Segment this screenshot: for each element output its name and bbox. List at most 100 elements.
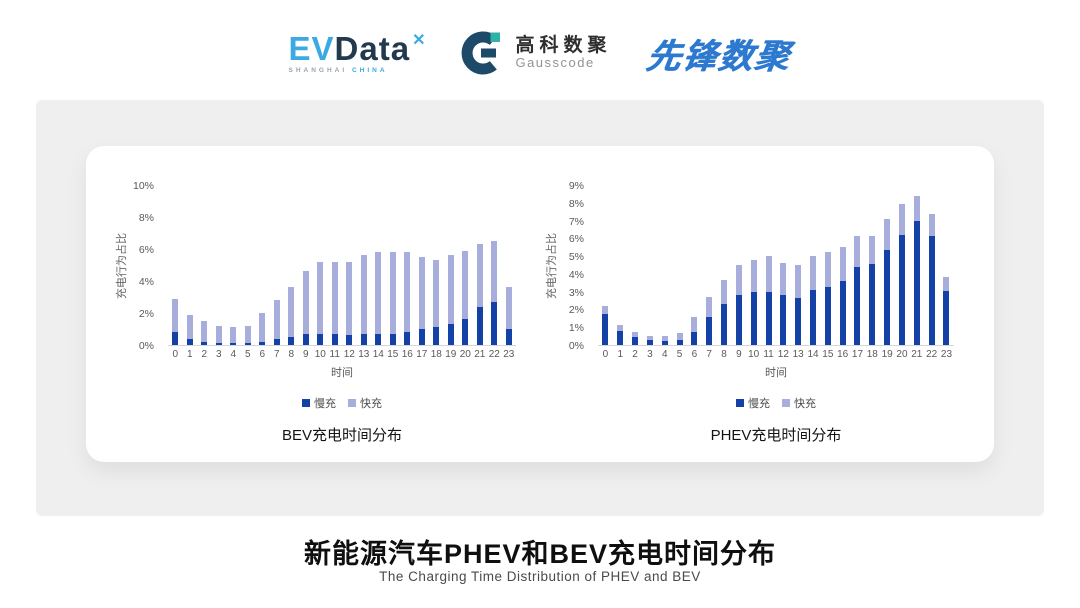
stacked-bar	[491, 241, 498, 345]
bar-segment-slow	[661, 340, 668, 345]
bar-segment-slow	[913, 220, 920, 345]
bar-slot	[168, 186, 183, 345]
bar-slot	[628, 186, 643, 345]
stacked-bar	[331, 261, 338, 345]
evdata-wordmark: EVData ✕	[289, 29, 426, 67]
stacked-bar	[646, 336, 653, 345]
bar-segment-fast	[186, 314, 193, 339]
x-tick-label: 11	[763, 349, 774, 360]
stacked-bar	[721, 280, 728, 345]
bar-segment-slow	[418, 329, 425, 345]
bar-slot	[880, 186, 895, 345]
bar-segment-fast	[691, 316, 698, 332]
x-tick-label: 22	[488, 349, 500, 360]
bev-chart: 充电行为占比 0% 2% 4% 6% 8% 10% 0 1 2 3 4 5 6 7 8 9 10 11 12 13 1…	[116, 180, 517, 445]
legend-item: 慢充	[302, 395, 336, 411]
stacked-bar	[317, 261, 324, 345]
gausscode-cn-label: 高科数聚	[515, 34, 612, 56]
evdata-subtext: SHANGHAI CHINA	[289, 67, 425, 75]
stacked-bar	[418, 257, 425, 345]
legend-label: 快充	[360, 398, 382, 410]
evdata-data-text: Data	[334, 29, 411, 67]
x-tick-label: 8	[288, 349, 295, 360]
bar-segment-slow	[795, 297, 802, 345]
bar-segment-fast	[259, 313, 266, 342]
stacked-bar	[201, 321, 208, 345]
x-tick-label: 9	[302, 349, 309, 360]
y-tick-label: 8%	[568, 197, 584, 210]
phev-chart: 充电行为占比 0% 1% 2% 3% 4% 5% 6% 7% 8% 9% 0 1 2 3 4 5 6 7 8 9 10…	[546, 180, 954, 445]
page-subtitle: The Charging Time Distribution of PHEV a…	[379, 569, 701, 584]
x-tick-label: 16	[401, 349, 413, 360]
bar-segment-slow	[646, 339, 653, 345]
stacked-bar	[735, 265, 742, 345]
x-tick-label: 1	[617, 349, 624, 360]
bar-segment-slow	[375, 333, 382, 345]
bar-segment-slow	[491, 301, 498, 345]
bar-slot	[850, 186, 865, 345]
bar-segment-slow	[706, 316, 713, 345]
bar-segment-fast	[462, 250, 469, 320]
stacked-bar	[839, 247, 846, 345]
stacked-bar	[632, 331, 639, 345]
legend-item: 慢充	[736, 395, 770, 411]
stacked-bar	[780, 263, 787, 345]
x-tick-label: 18	[866, 349, 878, 360]
bar-segment-fast	[913, 195, 920, 221]
bev-legend: 慢充 快充	[168, 395, 516, 411]
bar-segment-slow	[462, 319, 469, 345]
bar-segment-slow	[230, 343, 237, 345]
x-tick-label: 4	[661, 349, 668, 360]
y-tick-label: 2%	[138, 308, 154, 320]
y-tick-label: 7%	[568, 215, 584, 228]
stacked-bar	[943, 276, 950, 345]
stacked-bar	[765, 256, 772, 345]
bar-slot	[212, 186, 227, 345]
bar-segment-slow	[617, 330, 624, 345]
phev-x-axis-title: 时间	[765, 367, 787, 379]
bar-segment-slow	[602, 313, 609, 345]
bar-segment-slow	[810, 289, 816, 345]
y-tick-label: 4%	[568, 268, 584, 281]
bar-slot	[687, 186, 702, 345]
phev-plot-area: 充电行为占比 0% 1% 2% 3% 4% 5% 6% 7% 8% 9%	[546, 180, 954, 352]
bar-segment-fast	[201, 321, 208, 342]
bar-segment-fast	[602, 305, 609, 314]
bar-segment-fast	[676, 332, 683, 340]
bar-segment-fast	[735, 265, 742, 296]
legend-label: 慢充	[314, 398, 336, 410]
bar-slot	[458, 186, 473, 345]
bar-segment-fast	[317, 261, 324, 334]
x-tick-label: 19	[445, 349, 457, 360]
gausscode-en-label: Gausscode	[515, 55, 595, 71]
bar-segment-fast	[632, 331, 639, 337]
bar-segment-slow	[404, 332, 411, 345]
stacked-bar	[691, 316, 698, 345]
x-tick-label: 0	[172, 349, 179, 360]
y-tick-label: 2%	[568, 304, 584, 317]
x-tick-label: 2	[632, 349, 638, 360]
chart-card: 充电行为占比 0% 2% 4% 6% 8% 10% 0 1 2 3 4 5 6 7 8 9 10 11 12 13 1…	[86, 146, 994, 462]
x-tick-label: 9	[736, 349, 742, 360]
stacked-bar	[186, 314, 193, 345]
page-title: 新能源汽车PHEV和BEV充电时间分布	[303, 539, 777, 569]
bar-slot	[284, 186, 299, 345]
bev-caption: BEV充电时间分布	[281, 427, 402, 444]
bar-slot	[415, 186, 430, 345]
bar-slot	[835, 186, 850, 345]
stacked-bar	[824, 251, 831, 345]
y-tick-label: 0%	[138, 340, 154, 352]
phev-caption: PHEV充电时间分布	[710, 427, 842, 444]
bar-segment-fast	[476, 244, 483, 307]
bar-slot	[473, 186, 488, 345]
legend-item: 快充	[782, 395, 816, 411]
stacked-bar	[602, 305, 609, 345]
y-tick-label: 1%	[568, 322, 584, 335]
x-tick-label: 20	[896, 349, 908, 360]
x-tick-label: 8	[721, 349, 727, 360]
stacked-bar	[928, 214, 935, 345]
bar-slot	[502, 186, 517, 345]
bar-segment-slow	[288, 337, 295, 345]
bar-segment-fast	[244, 325, 251, 344]
